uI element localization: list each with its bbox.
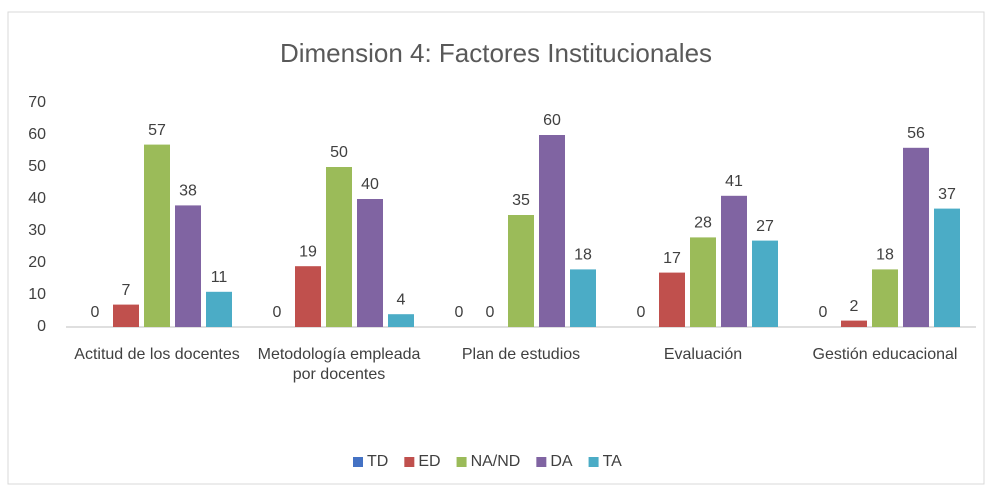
x-tick-label: Metodología empleada por docentes xyxy=(257,346,421,383)
bar xyxy=(570,269,596,327)
bar xyxy=(752,240,778,327)
legend-swatch xyxy=(588,457,599,467)
legend-label: TA xyxy=(603,453,623,470)
x-tick-label: Evaluación xyxy=(663,346,743,363)
data-label: 0 xyxy=(486,304,495,321)
bar xyxy=(175,205,201,327)
data-label: 18 xyxy=(876,247,894,264)
bar xyxy=(206,291,232,327)
legend-label: NA/ND xyxy=(471,453,521,470)
legend-label: DA xyxy=(550,453,573,470)
data-label: 17 xyxy=(663,250,681,267)
legend-swatch xyxy=(536,457,547,467)
y-tick-label: 50 xyxy=(28,158,46,175)
x-tick-label: Actitud de los docentes xyxy=(74,346,240,363)
y-tick-label: 60 xyxy=(28,126,46,143)
legend-label: TD xyxy=(367,453,388,470)
bar xyxy=(539,135,565,327)
legend-swatch xyxy=(404,457,415,467)
data-label: 60 xyxy=(543,112,561,129)
data-label: 37 xyxy=(938,186,956,203)
data-label: 0 xyxy=(637,304,646,321)
bar xyxy=(659,272,685,327)
y-tick-label: 20 xyxy=(28,254,46,271)
y-tick-label: 40 xyxy=(28,190,46,207)
bar xyxy=(295,266,321,327)
y-tick-label: 30 xyxy=(28,222,46,239)
bar xyxy=(934,208,960,327)
y-tick-label: 0 xyxy=(37,318,46,335)
bar xyxy=(690,237,716,327)
y-tick-label: 70 xyxy=(28,94,46,111)
bar xyxy=(144,144,170,327)
data-label: 7 xyxy=(122,282,131,299)
chart-title: Dimension 4: Factores Institucionales xyxy=(280,38,712,68)
legend-swatch xyxy=(456,457,467,467)
data-label: 19 xyxy=(299,243,317,260)
bar xyxy=(872,269,898,327)
data-label: 11 xyxy=(211,269,228,286)
bar xyxy=(388,314,414,327)
x-tick-label: Plan de estudios xyxy=(461,346,581,363)
bar xyxy=(841,320,867,327)
data-label: 0 xyxy=(91,304,100,321)
data-label: 27 xyxy=(756,218,774,235)
data-label: 41 xyxy=(725,173,743,190)
data-label: 0 xyxy=(455,304,464,321)
x-tick-label: Gestión educacional xyxy=(812,346,958,363)
bar xyxy=(357,199,383,327)
chart-border xyxy=(7,11,985,485)
data-label: 56 xyxy=(907,125,925,142)
legend-swatch xyxy=(353,457,363,467)
data-label: 28 xyxy=(694,215,712,232)
bar xyxy=(113,304,139,327)
data-label: 40 xyxy=(361,176,379,193)
bar xyxy=(721,195,747,327)
data-label: 57 xyxy=(148,122,166,139)
legend-label: ED xyxy=(418,453,440,470)
data-label: 35 xyxy=(512,192,530,209)
bar xyxy=(326,167,352,327)
data-label: 18 xyxy=(574,247,592,264)
bar xyxy=(508,215,534,327)
data-label: 0 xyxy=(273,304,282,321)
data-label: 0 xyxy=(819,304,828,321)
data-label: 50 xyxy=(330,144,348,161)
bar xyxy=(903,147,929,327)
data-label: 38 xyxy=(179,183,197,200)
data-label: 2 xyxy=(850,298,859,315)
data-label: 4 xyxy=(397,291,406,308)
y-tick-label: 10 xyxy=(28,286,46,303)
